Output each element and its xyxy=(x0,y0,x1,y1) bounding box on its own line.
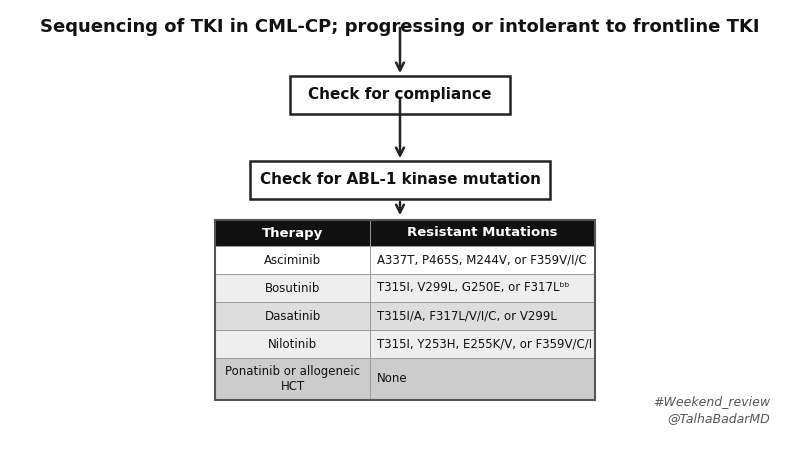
Bar xyxy=(215,302,595,330)
Text: T315I/A, F317L/V/I/C, or V299L: T315I/A, F317L/V/I/C, or V299L xyxy=(377,310,557,323)
Text: Resistant Mutations: Resistant Mutations xyxy=(407,226,558,239)
Text: Bosutinib: Bosutinib xyxy=(265,282,320,294)
Text: T315I, Y253H, E255K/V, or F359V/C/I: T315I, Y253H, E255K/V, or F359V/C/I xyxy=(377,338,592,351)
Text: Check for compliance: Check for compliance xyxy=(308,87,492,103)
FancyBboxPatch shape xyxy=(250,161,550,199)
Text: Nilotinib: Nilotinib xyxy=(268,338,317,351)
Text: None: None xyxy=(377,373,408,386)
Bar xyxy=(215,274,595,302)
Bar xyxy=(215,220,595,400)
Text: #Weekend_review: #Weekend_review xyxy=(653,395,770,408)
Text: Dasatinib: Dasatinib xyxy=(264,310,321,323)
Text: Ponatinib or allogeneic
HCT: Ponatinib or allogeneic HCT xyxy=(225,365,360,393)
Bar xyxy=(215,246,595,274)
Text: @TalhaBadarMD: @TalhaBadarMD xyxy=(667,412,770,425)
Bar xyxy=(215,358,595,400)
Text: Sequencing of TKI in CML-CP; progressing or intolerant to frontline TKI: Sequencing of TKI in CML-CP; progressing… xyxy=(40,18,760,36)
Text: Therapy: Therapy xyxy=(262,226,323,239)
Bar xyxy=(215,330,595,358)
Text: Asciminib: Asciminib xyxy=(264,253,321,266)
FancyBboxPatch shape xyxy=(290,76,510,114)
Text: T315I, V299L, G250E, or F317Lᵇᵇ: T315I, V299L, G250E, or F317Lᵇᵇ xyxy=(377,282,570,294)
Text: Check for ABL-1 kinase mutation: Check for ABL-1 kinase mutation xyxy=(259,172,541,188)
Text: A337T, P465S, M244V, or F359V/I/C: A337T, P465S, M244V, or F359V/I/C xyxy=(377,253,586,266)
Bar xyxy=(215,220,595,246)
